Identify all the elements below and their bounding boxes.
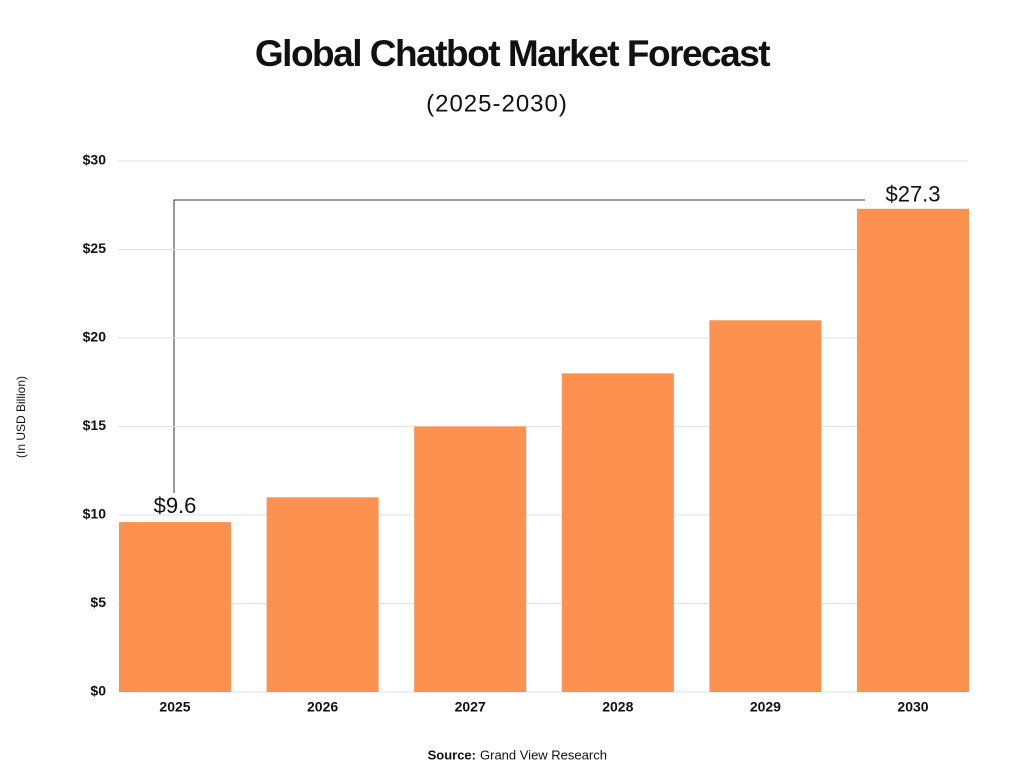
y-tick-label: $20 [83, 329, 107, 345]
y-tick-label: $30 [83, 152, 107, 168]
y-tick-label: $5 [90, 594, 106, 610]
x-tick-label: 2030 [897, 699, 928, 715]
y-tick-label: $10 [83, 506, 107, 522]
x-tick-label: 2029 [750, 699, 781, 715]
bar [709, 320, 822, 692]
bar [561, 373, 674, 692]
source-text: Grand View Research [480, 747, 607, 762]
x-tick-label: 2027 [455, 699, 486, 715]
value-label: $27.3 [885, 182, 940, 207]
bar [414, 426, 527, 692]
y-tick-label: $15 [83, 417, 107, 433]
bar [857, 208, 969, 693]
x-tick-label: 2028 [602, 699, 633, 715]
x-tick-label: 2026 [307, 699, 338, 715]
y-tick-label: $0 [90, 683, 106, 699]
connector-line [173, 199, 865, 493]
x-tick-label: 2025 [159, 699, 190, 715]
source-label: Source: [428, 747, 476, 762]
chart-subtitle: (2025-2030) [426, 90, 568, 117]
bar [266, 497, 379, 692]
bar [119, 522, 231, 692]
y-tick-label: $25 [83, 240, 107, 256]
value-label: $9.6 [154, 493, 197, 518]
y-axis-label: (In USD Billion) [14, 376, 28, 458]
chart-title: Global Chatbot Market Forecast [255, 33, 770, 74]
